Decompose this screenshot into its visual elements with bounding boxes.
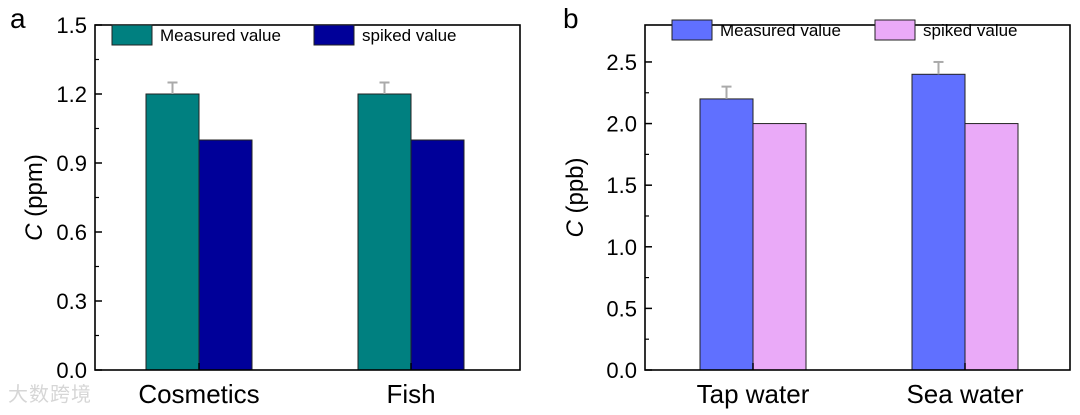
y-tick-label-b: 0.0 [606, 358, 637, 383]
y-tick-label-a: 0.0 [56, 358, 87, 383]
y-tick-label-a: 0.9 [56, 151, 87, 176]
legend-label-a-1: spiked value [362, 26, 457, 45]
legend-swatch-b-1 [874, 19, 916, 41]
x-tick-label-a: Cosmetics [138, 379, 259, 409]
panel-letter-a: a [10, 3, 26, 34]
x-tick-label-a: Fish [386, 379, 435, 409]
panel-letter-b: b [563, 3, 579, 34]
y-tick-label-a: 1.2 [56, 82, 87, 107]
bar-a-fish-spiked [410, 139, 465, 371]
legend-label-b-0: Measured value [720, 21, 841, 40]
y-axis-title-a: C (ppm) [21, 154, 48, 241]
y-axis-title-b: C (ppb) [562, 157, 589, 237]
plot-frame-b [644, 24, 1071, 371]
chart-panel-a: 0.0 0.3 0.6 0.9 1.2 1.5 Cosmetics Fish C (ppm) a M… [10, 3, 521, 409]
bar-b-sea-water-spiked [964, 123, 1019, 371]
legend-label-b-1: spiked value [923, 21, 1018, 40]
legend-swatch-a-1 [313, 24, 355, 46]
bar-b-tap-water-spiked [752, 123, 807, 371]
y-tick-label-a: 0.3 [56, 289, 87, 314]
x-tick-label-b: Tap water [697, 379, 810, 409]
y-tick-label-b: 2.0 [606, 112, 637, 137]
y-tick-label-a: 1.5 [56, 13, 87, 38]
watermark: 大数跨境 [8, 384, 92, 406]
legend-label-a-0: Measured value [160, 26, 281, 45]
bar-b-sea-water-measured [911, 73, 966, 371]
legend-swatch-a-0 [111, 24, 153, 46]
y-tick-label-b: 0.5 [606, 296, 637, 321]
bar-a-cosmetics-spiked [198, 139, 253, 371]
legend-swatch-b-0 [671, 19, 713, 41]
chart-panel-b: 0.0 0.5 1.0 1.5 2.0 2.5 Tap water Sea water C (p… [562, 3, 1071, 409]
bar-a-fish-measured [357, 93, 412, 371]
bar-b-tap-water-measured [699, 98, 754, 371]
y-tick-label-b: 1.5 [606, 173, 637, 198]
y-tick-label-b: 1.0 [606, 235, 637, 260]
y-tick-label-a: 0.6 [56, 220, 87, 245]
x-tick-label-b: Sea water [906, 379, 1023, 409]
y-tick-label-b: 2.5 [606, 50, 637, 75]
bar-a-cosmetics-measured [145, 93, 200, 371]
